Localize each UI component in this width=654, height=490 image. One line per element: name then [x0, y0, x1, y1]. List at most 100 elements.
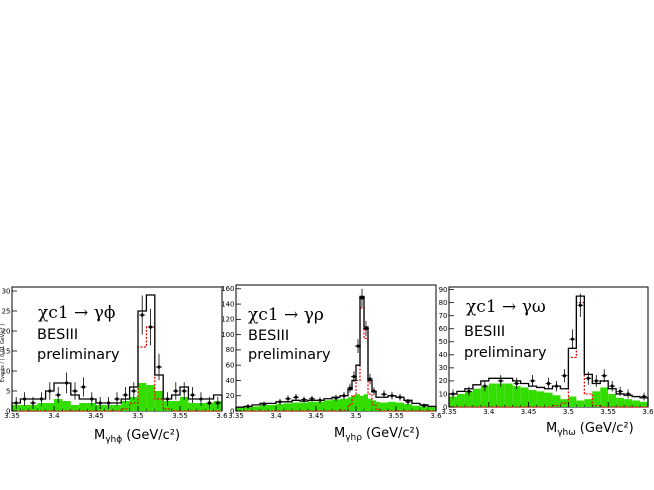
- data-point: [31, 401, 35, 405]
- background-bin: [396, 402, 404, 411]
- data-point: [334, 396, 338, 400]
- chart-subtitle-line1: BESIII: [37, 327, 78, 343]
- x-tick-label: 3.5: [132, 412, 143, 420]
- background-bin: [616, 397, 625, 407]
- background-bin: [171, 401, 180, 411]
- x-tick-label: 3.55: [600, 408, 616, 416]
- background-bin: [536, 391, 545, 407]
- x-tick-label: 3.4: [483, 408, 495, 416]
- x-axis-label-main: M: [94, 428, 105, 443]
- data-point: [342, 394, 346, 398]
- data-point: [570, 337, 574, 341]
- signal-line: [12, 326, 222, 412]
- background-bin: [244, 407, 252, 411]
- background-bin: [163, 401, 172, 411]
- data-point: [165, 397, 169, 401]
- panel-gamma-omega: 3.35 3.4 3.45 3.5 3.55 3.6 0 10 20 30 40 50 60 70 80 90…: [439, 286, 654, 438]
- data-point: [398, 395, 402, 399]
- background-bin: [456, 393, 465, 407]
- x-axis-label-sub: γhω: [557, 428, 576, 438]
- y-tick-label: 60: [226, 361, 235, 369]
- background-bin: [512, 386, 521, 407]
- data-point: [207, 401, 211, 405]
- background-bin: [576, 400, 585, 407]
- data-point: [372, 389, 376, 393]
- chart-title: χc1 → γω: [466, 297, 546, 317]
- data-point: [14, 401, 18, 405]
- background-bin: [284, 403, 292, 411]
- data-point: [642, 394, 646, 399]
- y-tick-label: 20: [2, 327, 11, 335]
- x-tick-label: 3.4: [270, 412, 282, 420]
- y-tick-label: 0: [443, 403, 447, 411]
- data-point: [360, 296, 364, 300]
- data-point: [422, 404, 426, 408]
- y-tick-label: 60: [439, 325, 448, 333]
- x-axis-label-sub: γhϕ: [105, 435, 122, 445]
- background-bin: [592, 391, 601, 407]
- x-axis-label: Mγhρ (GeV/c²): [334, 426, 420, 443]
- y-tick-label: 15: [2, 347, 11, 355]
- y-tick-label: 160: [221, 285, 234, 293]
- y-tick-label: 20: [226, 392, 235, 400]
- x-tick-label: 3.5: [563, 408, 574, 416]
- data-point: [115, 397, 119, 401]
- background-bin: [70, 405, 80, 411]
- background-bin: [584, 399, 593, 407]
- background-bin: [528, 390, 537, 407]
- x-tick-label: 3.55: [388, 412, 404, 420]
- x-tick-label: 3.35: [228, 412, 244, 420]
- x-tick-label: 3.6: [430, 412, 442, 420]
- data-point: [310, 397, 314, 401]
- data-point: [610, 384, 614, 388]
- background-bin: [496, 383, 505, 407]
- background-bin: [480, 386, 489, 407]
- background-bin: [292, 402, 300, 411]
- background-bin: [504, 383, 513, 407]
- data-point: [98, 401, 102, 405]
- data-point: [73, 389, 77, 393]
- data-point: [157, 365, 161, 369]
- x-axis-label: Mγhω (GeV/c²): [546, 421, 634, 438]
- data-point: [515, 381, 519, 386]
- data-point: [140, 313, 144, 317]
- y-tick-label: 90: [439, 286, 448, 294]
- background-bin: [154, 391, 164, 411]
- data-point: [562, 374, 567, 378]
- background-bin: [138, 383, 147, 411]
- data-point: [364, 326, 368, 331]
- y-tick-label: 120: [221, 316, 234, 324]
- data-point: [132, 389, 136, 393]
- background-bin: [308, 401, 316, 411]
- y-tick-label: 70: [439, 312, 448, 320]
- background-bin: [260, 404, 268, 411]
- data-point: [594, 379, 598, 383]
- background-bin: [364, 394, 368, 411]
- data-point: [216, 401, 220, 405]
- background-bin: [428, 407, 436, 411]
- data-point: [65, 381, 69, 385]
- background-bin: [372, 400, 376, 411]
- x-axis-label-unit: (GeV/c²): [366, 426, 420, 441]
- background-bin: [600, 387, 609, 407]
- data-point: [149, 325, 153, 329]
- x-tick-label: 3.55: [172, 412, 188, 420]
- data-point: [302, 397, 306, 402]
- y-tick-label: 100: [221, 331, 234, 339]
- background-bin: [324, 400, 332, 411]
- chart-subtitle-line1: BESIII: [464, 324, 505, 340]
- y-tick-label: 80: [439, 299, 448, 307]
- data-point: [278, 400, 282, 404]
- background-bin: [129, 397, 138, 411]
- data-point: [246, 404, 250, 409]
- background-bin: [552, 395, 561, 407]
- background-bin: [404, 404, 412, 411]
- data-point: [352, 375, 356, 379]
- data-point: [467, 389, 471, 393]
- x-tick-label: 3.4: [48, 412, 60, 420]
- signal-line: [449, 302, 648, 408]
- background-bin: [54, 399, 63, 411]
- y-tick-label: 40: [226, 377, 235, 385]
- chart-subtitle-line2: preliminary: [37, 347, 120, 363]
